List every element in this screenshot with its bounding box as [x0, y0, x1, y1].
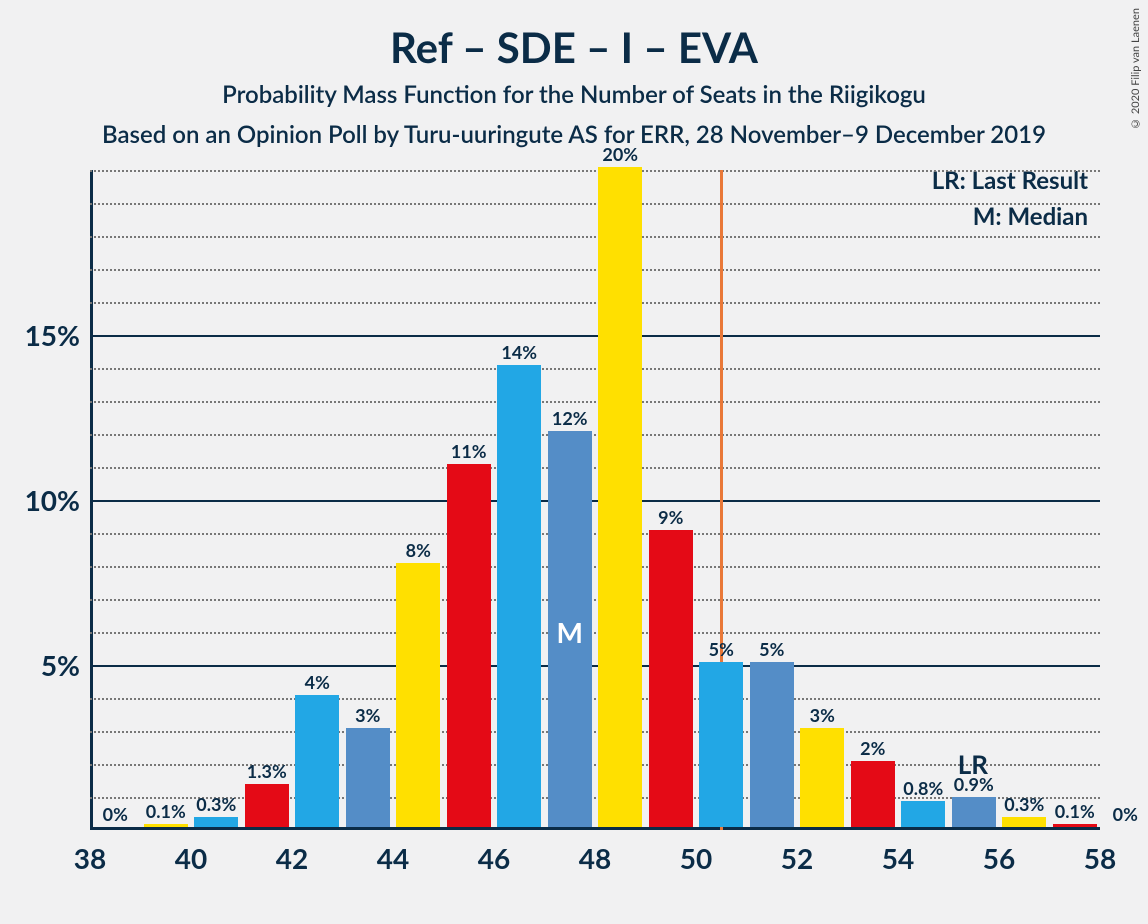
- bar: 0.1%: [1053, 824, 1097, 827]
- gridline-minor: [90, 731, 1100, 733]
- bar-value-label: 2%: [860, 737, 885, 759]
- bar-value-label: 5%: [709, 638, 734, 660]
- x-axis-label: 40: [175, 841, 207, 875]
- bar: 0.1%: [144, 824, 188, 827]
- bar: 2%: [851, 761, 895, 827]
- gridline-minor: [90, 368, 1100, 370]
- gridline-minor: [90, 170, 1100, 172]
- x-axis-label: 52: [781, 841, 813, 875]
- bar-value-label: 8%: [406, 539, 431, 561]
- x-axis-label: 38: [74, 841, 106, 875]
- bar: 5%: [699, 662, 743, 827]
- bar: 20%: [598, 167, 642, 827]
- x-axis-label: 42: [276, 841, 308, 875]
- gridline-minor: [90, 632, 1100, 634]
- gridline-minor: [90, 401, 1100, 403]
- bar: 5%: [750, 662, 794, 827]
- y-axis-label: 5%: [41, 648, 80, 682]
- median-marker: M: [557, 615, 583, 649]
- bar: 0.8%: [901, 801, 945, 827]
- chart-title: Ref – SDE – I – EVA: [0, 22, 1148, 72]
- bar-value-label: 0.8%: [903, 777, 943, 799]
- gridline-minor: [90, 566, 1100, 568]
- bar-value-label: 11%: [451, 440, 487, 462]
- x-axis-label: 56: [983, 841, 1015, 875]
- bar: 11%: [447, 464, 491, 827]
- x-axis-line: [90, 827, 1100, 830]
- bar-value-label: 0.3%: [196, 793, 236, 815]
- gridline-minor: [90, 302, 1100, 304]
- gridline-minor: [90, 533, 1100, 535]
- bar: 3%: [800, 728, 844, 827]
- bar-value-label: 9%: [658, 506, 683, 528]
- bar: 0.3%: [194, 817, 238, 827]
- x-axis-label: 54: [882, 841, 914, 875]
- bar-value-label: 0.1%: [1055, 800, 1095, 822]
- copyright-text: © 2020 Filip van Laenen: [1129, 8, 1142, 130]
- gridline-major: [90, 665, 1100, 667]
- bar-value-label: 5%: [759, 638, 784, 660]
- x-axis-label: 48: [579, 841, 611, 875]
- chart-subtitle-2: Based on an Opinion Poll by Turu-uuringu…: [0, 120, 1148, 149]
- bar-value-label: 3%: [810, 704, 835, 726]
- bar: 9%: [649, 530, 693, 827]
- bar-value-label: 0.3%: [1004, 793, 1044, 815]
- bar: 0.3%: [1002, 817, 1046, 827]
- bar-value-label: 1.3%: [247, 760, 287, 782]
- gridline-minor: [90, 269, 1100, 271]
- legend-median: M: Median: [973, 202, 1088, 231]
- bar: 1.3%: [245, 784, 289, 827]
- bar: 3%: [346, 728, 390, 827]
- x-axis-label: 58: [1084, 841, 1116, 875]
- gridline-major: [90, 500, 1100, 502]
- x-axis-label: 46: [478, 841, 510, 875]
- bar-value-label: 20%: [602, 143, 638, 165]
- bar-value-label: 0%: [1113, 803, 1138, 825]
- bar: 4%: [295, 695, 339, 827]
- bar: 8%: [396, 563, 440, 827]
- bar-value-label: 0%: [103, 803, 128, 825]
- bar: 14%: [497, 365, 541, 827]
- gridline-minor: [90, 467, 1100, 469]
- bar: 12%M: [548, 431, 592, 827]
- gridline-major: [90, 335, 1100, 337]
- gridline-minor: [90, 764, 1100, 766]
- chart-container: Ref – SDE – I – EVA Probability Mass Fun…: [0, 0, 1148, 924]
- bar-value-label: 14%: [501, 341, 537, 363]
- chart-subtitle-1: Probability Mass Function for the Number…: [0, 80, 1148, 109]
- bar: 0.9%: [952, 797, 996, 827]
- bar-value-label: 0.1%: [146, 800, 186, 822]
- y-axis-label: 10%: [25, 483, 80, 517]
- gridline-minor: [90, 797, 1100, 799]
- last-result-label: LR: [958, 748, 988, 780]
- x-axis-label: 50: [680, 841, 712, 875]
- gridline-minor: [90, 434, 1100, 436]
- gridline-minor: [90, 203, 1100, 205]
- bar-value-label: 4%: [305, 671, 330, 693]
- bar-value-label: 12%: [552, 407, 588, 429]
- x-axis-label: 44: [377, 841, 409, 875]
- plot-area: LR: Last Result M: Median 5%10%15%384042…: [90, 170, 1100, 830]
- y-axis-label: 15%: [25, 318, 80, 352]
- gridline-minor: [90, 236, 1100, 238]
- gridline-minor: [90, 698, 1100, 700]
- gridline-minor: [90, 599, 1100, 601]
- bar-value-label: 3%: [355, 704, 380, 726]
